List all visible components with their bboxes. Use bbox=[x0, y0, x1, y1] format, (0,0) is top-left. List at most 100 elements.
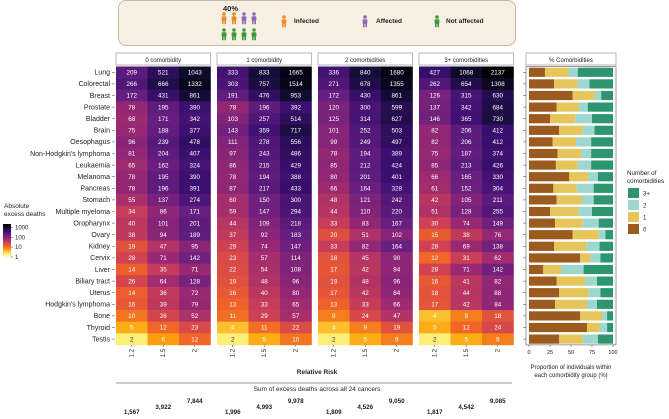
person-body-icon bbox=[221, 16, 227, 21]
cell-value-label: 257 bbox=[259, 116, 270, 123]
heatmap-cell bbox=[179, 217, 211, 230]
heatmap-cell bbox=[419, 228, 451, 241]
heatmap-cell bbox=[482, 321, 514, 334]
cell-value-label: 31 bbox=[463, 255, 471, 262]
heatmap-cell bbox=[147, 321, 180, 334]
person-body-icon bbox=[241, 32, 247, 37]
person-leg-icon bbox=[254, 36, 256, 41]
cell-value-label: 171 bbox=[189, 209, 200, 216]
heatmap-cell bbox=[482, 240, 514, 253]
heatmap-cell bbox=[147, 228, 180, 241]
heatmap-cell bbox=[381, 205, 413, 218]
cell-value-label: 9 bbox=[363, 325, 367, 332]
cell-value-label: 86 bbox=[229, 162, 237, 169]
heatmap-cell bbox=[381, 159, 413, 172]
heatmap-cell bbox=[147, 89, 180, 102]
heatmap-cell bbox=[482, 217, 514, 230]
stacked-segment bbox=[598, 218, 613, 228]
cell-value-label: 128 bbox=[461, 209, 472, 216]
heatmap-cell bbox=[217, 159, 249, 172]
heatmap-cell bbox=[381, 263, 413, 276]
heatmap-cell bbox=[381, 286, 413, 299]
heatmap-cell bbox=[450, 66, 483, 79]
cell-value-label: 137 bbox=[158, 197, 169, 204]
cell-value-label: 521 bbox=[158, 70, 169, 77]
stacked-segment bbox=[577, 160, 592, 170]
cell-value-label: 125 bbox=[328, 116, 339, 123]
cell-value-label: 13 bbox=[330, 302, 338, 309]
heatmap-cell bbox=[116, 136, 148, 148]
x-axis-title: Relative Risk bbox=[297, 369, 338, 376]
cell-value-label: 1355 bbox=[390, 81, 405, 88]
cell-value-label: 4 bbox=[433, 313, 437, 320]
total-value-label: 9,085 bbox=[490, 398, 506, 405]
cell-value-label: 390 bbox=[189, 104, 200, 111]
cell-value-label: 1043 bbox=[188, 70, 203, 77]
cancer-label: Non-Hodgkin's lymphoma bbox=[30, 151, 110, 158]
heatmap-cell bbox=[179, 78, 211, 90]
cell-value-label: 42 bbox=[362, 290, 370, 297]
heatmap-cell bbox=[482, 275, 514, 288]
stack-legend-swatch bbox=[628, 212, 639, 222]
person-head-icon bbox=[252, 28, 256, 32]
heatmap-cell bbox=[217, 310, 249, 322]
totals-title: Sum of excess deaths across all 24 cance… bbox=[254, 386, 382, 393]
cancer-label: Liver bbox=[95, 267, 111, 274]
person-leg-icon bbox=[282, 23, 284, 28]
cancer-label: Bladder bbox=[86, 116, 111, 123]
heatmap-cell bbox=[482, 89, 514, 102]
stacked-segment bbox=[569, 172, 588, 182]
person-body-icon bbox=[434, 19, 440, 24]
stacked-segment bbox=[552, 137, 577, 147]
heatmap-cell bbox=[248, 66, 281, 79]
cell-value-label: 33 bbox=[330, 220, 338, 227]
cell-value-label: 78 bbox=[128, 186, 136, 193]
cell-value-label: 5 bbox=[262, 336, 266, 343]
cell-value-label: 72 bbox=[191, 290, 199, 297]
heatmap-cell bbox=[217, 101, 249, 114]
heatmap-cell bbox=[116, 321, 148, 334]
cell-value-label: 26 bbox=[128, 278, 136, 285]
cell-value-label: 51 bbox=[431, 209, 439, 216]
cell-value-label: 162 bbox=[158, 162, 169, 169]
cell-value-label: 38 bbox=[128, 232, 136, 239]
stacked-segment bbox=[529, 114, 550, 124]
person-leg-icon bbox=[244, 36, 246, 41]
stacked-segment bbox=[599, 322, 608, 333]
cell-value-label: 92 bbox=[261, 232, 269, 239]
cell-value-label: 497 bbox=[391, 139, 402, 146]
stacked-segment bbox=[529, 288, 560, 298]
heatmap-cell bbox=[280, 263, 312, 276]
cell-value-label: 44 bbox=[463, 290, 471, 297]
person-icon bbox=[434, 15, 440, 28]
heatmap-cell bbox=[318, 240, 350, 253]
cell-value-label: 42 bbox=[362, 267, 370, 274]
cell-value-label: 19 bbox=[128, 244, 136, 251]
cell-value-label: 103 bbox=[227, 116, 238, 123]
stack-legend-title: Number of bbox=[627, 170, 657, 177]
heatmap-cell bbox=[381, 252, 413, 264]
heatmap-cell bbox=[248, 240, 281, 253]
cell-value-label: 39 bbox=[160, 302, 168, 309]
heatmap-cell bbox=[280, 321, 312, 334]
cell-value-label: 684 bbox=[492, 104, 503, 111]
cell-value-label: 85 bbox=[330, 162, 338, 169]
heatmap-cell bbox=[147, 182, 180, 195]
cell-value-label: 29 bbox=[261, 313, 269, 320]
person-leg-icon bbox=[365, 23, 367, 28]
heatmap-cell bbox=[349, 217, 382, 230]
heatmap-cell bbox=[147, 286, 180, 299]
cell-value-label: 300 bbox=[290, 197, 301, 204]
heatmap-cell bbox=[248, 136, 281, 148]
cell-value-label: 840 bbox=[360, 70, 371, 77]
person-icon bbox=[241, 12, 247, 25]
heatmap-cell bbox=[147, 66, 180, 79]
cell-value-label: 426 bbox=[492, 162, 503, 169]
heatmap-cell bbox=[381, 147, 413, 160]
cell-value-label: 82 bbox=[494, 278, 502, 285]
cell-value-label: 18 bbox=[494, 313, 502, 320]
heatmap-cell bbox=[217, 147, 249, 160]
person-head-icon bbox=[222, 12, 226, 16]
heatmap-cell bbox=[318, 89, 350, 102]
cell-value-label: 137 bbox=[429, 104, 440, 111]
